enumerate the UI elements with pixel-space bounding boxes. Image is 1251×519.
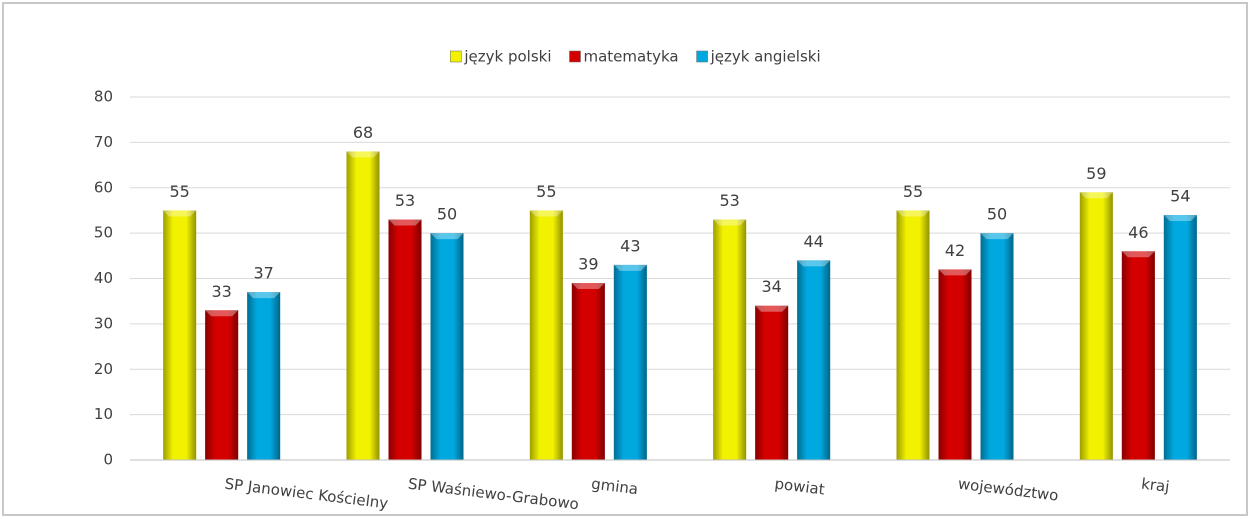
bar-shade xyxy=(247,292,281,460)
bar-cap xyxy=(163,210,197,217)
y-tick-label: 0 xyxy=(103,451,113,469)
bar-cap xyxy=(797,260,831,267)
data-label: 53 xyxy=(719,191,739,210)
x-tick-label: kraj xyxy=(1140,475,1170,496)
data-label: 59 xyxy=(1086,164,1106,183)
legend-label: język polski xyxy=(463,48,551,66)
legend-swatch xyxy=(450,50,462,63)
data-label: 53 xyxy=(395,191,415,210)
bar-cap xyxy=(980,233,1014,240)
bar-cap xyxy=(1163,214,1197,221)
y-tick-label: 70 xyxy=(94,133,113,151)
bar-shade xyxy=(346,151,380,460)
bar-shade xyxy=(1079,192,1113,460)
bar-shade xyxy=(529,210,563,460)
legend-label: matematyka xyxy=(583,48,678,66)
data-label: 55 xyxy=(903,182,923,201)
y-tick-label: 40 xyxy=(94,269,113,287)
bar-shade xyxy=(797,260,831,460)
bar-cap xyxy=(529,210,563,217)
y-tick-label: 60 xyxy=(94,178,113,196)
data-label: 37 xyxy=(253,264,273,283)
data-label: 42 xyxy=(945,241,965,260)
y-tick-label: 20 xyxy=(94,360,113,378)
data-label: 46 xyxy=(1128,223,1148,242)
bar-shade xyxy=(713,219,747,460)
legend-swatch xyxy=(696,50,708,63)
data-label: 55 xyxy=(169,182,189,201)
y-tick-label: 30 xyxy=(94,314,113,332)
y-tick-label: 10 xyxy=(94,405,113,423)
bar-cap xyxy=(571,283,605,290)
bar-shade xyxy=(205,310,239,460)
data-label: 68 xyxy=(353,123,373,142)
legend-label: język angielski xyxy=(710,48,821,66)
legend: język polski matematyka język angielski xyxy=(450,48,821,66)
bar-shade xyxy=(613,264,647,460)
data-label: 55 xyxy=(536,182,556,201)
data-label: 34 xyxy=(761,277,781,296)
bar-shade xyxy=(755,305,789,460)
bar-shade xyxy=(1163,214,1197,460)
bar-cap xyxy=(896,210,930,217)
bar-shade xyxy=(163,210,197,460)
bar-cap xyxy=(430,233,464,240)
bar-shade xyxy=(938,269,972,460)
data-label: 43 xyxy=(620,236,640,255)
bar-cap xyxy=(938,269,972,276)
data-label: 33 xyxy=(211,282,231,301)
bar-cap xyxy=(1079,192,1113,199)
y-tick-label: 80 xyxy=(94,88,113,106)
bar-cap xyxy=(388,219,422,226)
bar-shade xyxy=(388,219,422,460)
bar-cap xyxy=(1121,251,1155,258)
bar-cap xyxy=(346,151,380,158)
data-label: 54 xyxy=(1170,186,1190,205)
bar-shade xyxy=(430,233,464,460)
legend-swatch xyxy=(569,50,581,63)
bar-cap xyxy=(755,305,789,312)
bar-shade xyxy=(571,283,605,460)
bar-cap xyxy=(205,310,239,317)
bar-cap xyxy=(713,219,747,226)
data-label: 44 xyxy=(803,232,823,251)
bar-shade xyxy=(896,210,930,460)
y-tick-label: 50 xyxy=(94,224,113,242)
bar-shade xyxy=(980,233,1014,460)
bar-shade xyxy=(1121,251,1155,460)
data-label: 50 xyxy=(437,205,457,224)
x-tick-label: powiat xyxy=(774,475,826,499)
bar-cap xyxy=(613,264,647,271)
x-tick-label: gmina xyxy=(590,475,639,499)
bar-cap xyxy=(247,292,281,299)
data-label: 39 xyxy=(578,255,598,274)
data-label: 50 xyxy=(987,205,1007,224)
